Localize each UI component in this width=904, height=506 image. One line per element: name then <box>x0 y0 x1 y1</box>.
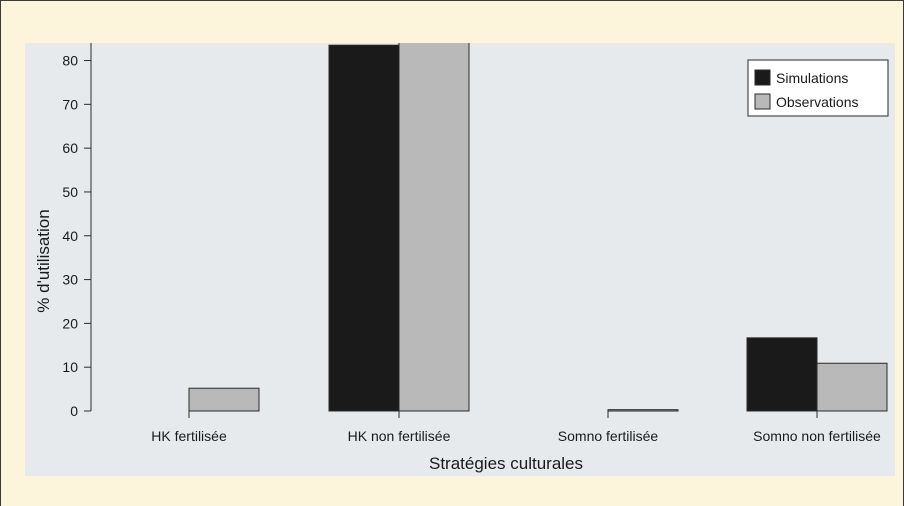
legend-label: Simulations <box>776 70 848 86</box>
y-tick-label: 20 <box>62 315 78 331</box>
bar-observations <box>188 387 260 412</box>
y-tick-label: 50 <box>62 184 78 200</box>
legend-label: Observations <box>776 94 858 110</box>
x-tick-label: Somno non fertilisée <box>753 428 881 444</box>
y-tick-label: 80 <box>62 53 78 69</box>
x-axis: HK fertilisée HK non fertilisée Somno fert… <box>151 411 881 444</box>
y-axis: 0 10 20 30 40 50 60 70 80 <box>62 43 92 419</box>
y-tick-label: 10 <box>62 359 78 375</box>
bar-observations <box>607 409 679 412</box>
legend-swatch <box>754 69 771 86</box>
y-tick-label: 70 <box>62 96 78 112</box>
x-tick-label: Somno fertilisée <box>558 428 659 444</box>
y-tick-label: 30 <box>62 272 78 288</box>
bar-chart: 0 10 20 30 40 50 60 70 80 HK fertilisée HK non fe… <box>34 41 889 473</box>
x-axis-label: Stratégies culturales <box>429 454 583 473</box>
bar-observations <box>398 41 470 412</box>
y-tick-label: 40 <box>62 228 78 244</box>
bar-simulations <box>328 44 400 412</box>
y-tick-label: 0 <box>70 403 78 419</box>
bar-simulations <box>746 337 818 412</box>
x-tick-label: HK fertilisée <box>151 428 227 444</box>
legend-swatch <box>754 93 771 110</box>
legend: Simulations Observations <box>747 59 889 117</box>
legend-box <box>747 59 889 117</box>
bars <box>188 41 888 412</box>
bar-observations <box>816 362 888 412</box>
y-axis-label: % d'utilisation <box>34 209 53 312</box>
chart-panel: 0 10 20 30 40 50 60 70 80 HK fertilisée HK non fe… <box>25 41 895 476</box>
x-tick-label: HK non fertilisée <box>348 428 451 444</box>
y-tick-label: 60 <box>62 140 78 156</box>
